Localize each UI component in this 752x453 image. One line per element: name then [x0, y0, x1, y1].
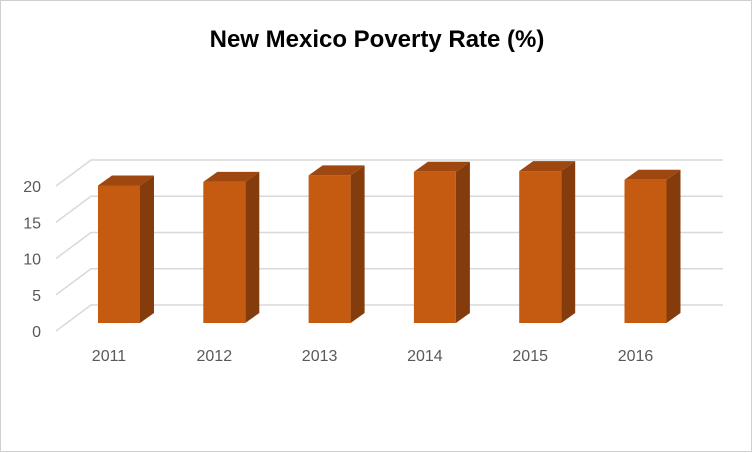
bar-top — [203, 171, 260, 182]
bar-2014 — [413, 161, 470, 323]
bar-top — [308, 165, 365, 176]
x-tick-label: 2014 — [407, 348, 443, 365]
bar-side — [140, 175, 154, 323]
gridline — [55, 268, 723, 296]
y-tick-label: 0 — [32, 324, 41, 341]
x-tick-label: 2011 — [92, 348, 127, 365]
bar-side — [455, 161, 470, 323]
bar-side — [245, 171, 260, 323]
bar-2015 — [519, 161, 576, 323]
bar-top — [98, 175, 154, 186]
bar-2013 — [308, 165, 365, 323]
y-tick-label: 10 — [23, 252, 41, 269]
bar-2016 — [624, 169, 681, 323]
bar-side — [561, 161, 576, 323]
gridline — [55, 304, 723, 332]
y-tick-label: 5 — [32, 288, 41, 305]
bar-top — [624, 169, 681, 180]
bar-front — [624, 179, 667, 323]
bar-side — [350, 165, 365, 323]
y-tick-label: 15 — [23, 215, 41, 232]
bar-top — [519, 161, 576, 172]
gridline — [55, 231, 723, 260]
chart-title: New Mexico Poverty Rate (%) — [210, 26, 545, 53]
bar-front — [98, 185, 140, 323]
x-tick-label: 2013 — [302, 348, 338, 365]
bar-front — [203, 181, 246, 323]
x-tick-label: 2015 — [512, 348, 548, 365]
bar-2011 — [98, 175, 154, 323]
bar-top — [413, 161, 470, 172]
x-tick-label: 2016 — [618, 348, 654, 365]
bar-front — [519, 171, 562, 323]
gridline — [55, 195, 723, 223]
bar-side — [666, 169, 681, 323]
gridline — [55, 159, 723, 187]
bar-front — [308, 175, 351, 323]
y-tick-label: 20 — [23, 179, 41, 196]
x-tick-label: 2012 — [197, 348, 233, 365]
bar-front — [413, 171, 456, 323]
bar-2012 — [203, 171, 260, 323]
